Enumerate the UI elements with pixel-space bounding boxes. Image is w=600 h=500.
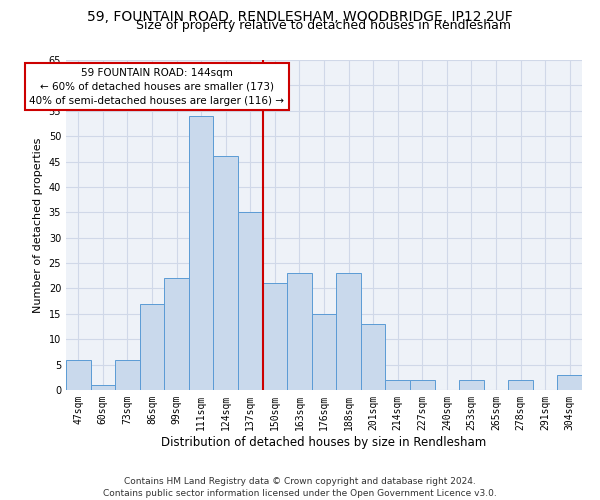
Bar	[410, 380, 434, 390]
Bar	[361, 324, 385, 390]
Bar	[557, 375, 582, 390]
X-axis label: Distribution of detached houses by size in Rendlesham: Distribution of detached houses by size …	[161, 436, 487, 448]
Text: 59 FOUNTAIN ROAD: 144sqm
← 60% of detached houses are smaller (173)
40% of semi-: 59 FOUNTAIN ROAD: 144sqm ← 60% of detach…	[29, 68, 284, 106]
Bar	[459, 380, 484, 390]
Y-axis label: Number of detached properties: Number of detached properties	[33, 138, 43, 312]
Bar	[140, 304, 164, 390]
Bar	[91, 385, 115, 390]
Bar	[336, 273, 361, 390]
Bar	[189, 116, 214, 390]
Bar	[115, 360, 140, 390]
Bar	[238, 212, 263, 390]
Bar	[164, 278, 189, 390]
Title: Size of property relative to detached houses in Rendlesham: Size of property relative to detached ho…	[137, 20, 511, 32]
Bar	[385, 380, 410, 390]
Bar	[263, 284, 287, 390]
Bar	[214, 156, 238, 390]
Text: Contains HM Land Registry data © Crown copyright and database right 2024.
Contai: Contains HM Land Registry data © Crown c…	[103, 476, 497, 498]
Bar	[66, 360, 91, 390]
Bar	[312, 314, 336, 390]
Bar	[287, 273, 312, 390]
Bar	[508, 380, 533, 390]
Text: 59, FOUNTAIN ROAD, RENDLESHAM, WOODBRIDGE, IP12 2UF: 59, FOUNTAIN ROAD, RENDLESHAM, WOODBRIDG…	[87, 10, 513, 24]
